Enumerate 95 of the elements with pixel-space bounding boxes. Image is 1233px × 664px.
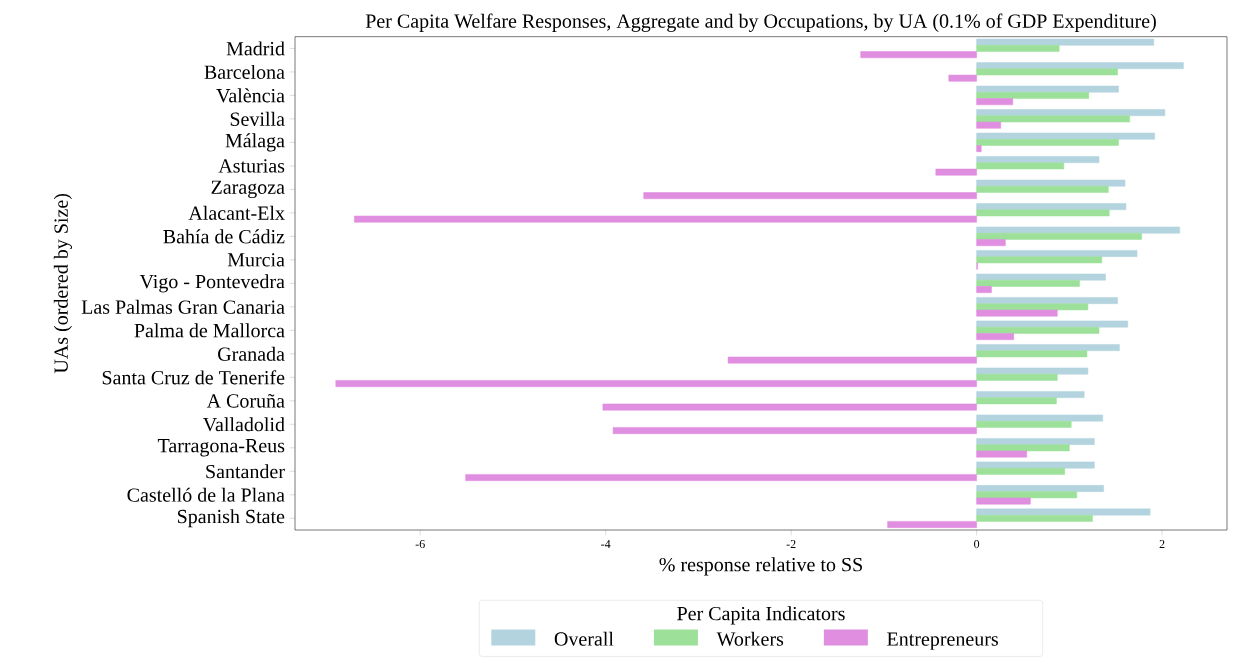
bar <box>976 444 1070 452</box>
y-tick-label: Santa Cruz de Tenerife <box>102 370 285 385</box>
bar <box>976 256 1103 264</box>
y-tick-label: Bahía de Cádiz <box>163 229 285 244</box>
bar <box>976 326 1100 334</box>
bar <box>465 474 977 481</box>
bar <box>727 356 977 364</box>
bar <box>887 521 977 528</box>
bar <box>976 485 1104 492</box>
bar <box>976 109 1166 117</box>
bar <box>976 226 1180 234</box>
bar <box>976 373 1058 381</box>
bar <box>976 391 1085 398</box>
bar <box>976 156 1100 164</box>
legend-label: Workers <box>716 631 784 646</box>
y-tick-label: Palma de Mallorca <box>134 323 285 338</box>
bar <box>976 303 1089 311</box>
y-tick-label: Asturias <box>218 159 285 173</box>
x-tick-label: -2 <box>786 540 796 548</box>
bar <box>976 98 1014 106</box>
bar <box>976 350 1088 358</box>
bar <box>976 467 1065 475</box>
bar <box>976 185 1109 193</box>
x-tick-label: 2 <box>1159 540 1165 548</box>
legend-title: Per Capita Indicators <box>677 606 845 625</box>
bar <box>976 115 1130 123</box>
bar <box>976 461 1095 469</box>
bar <box>976 309 1058 317</box>
bar <box>976 497 1031 505</box>
y-tick-label: Sevilla <box>230 111 285 126</box>
bar <box>976 138 1119 146</box>
bar <box>612 427 977 434</box>
y-tick-label: Murcia <box>227 253 285 267</box>
bar <box>976 250 1138 257</box>
bar <box>976 203 1127 210</box>
bar <box>976 297 1118 304</box>
bar <box>976 162 1065 170</box>
bar <box>976 38 1155 46</box>
bar <box>976 209 1110 217</box>
y-tick-label: Granada <box>218 346 285 361</box>
y-tick-label: Valladolid <box>202 417 285 432</box>
y-tick-label: Málaga <box>225 133 285 152</box>
bar <box>976 397 1057 405</box>
y-tick-label: Castelló de la Plana <box>127 487 285 502</box>
bar <box>976 232 1142 240</box>
bar <box>976 491 1078 499</box>
x-tick-label: -4 <box>601 540 611 548</box>
bar <box>976 121 1001 129</box>
bar <box>976 508 1151 516</box>
bar <box>860 51 977 59</box>
chart-title: Per Capita Welfare Responses, Aggregate and by Occupations, by UA (0.1% of GDP Expenditure) <box>365 13 1156 32</box>
bar <box>976 145 982 153</box>
bar <box>976 62 1184 70</box>
y-tick-label: A Coruña <box>206 393 285 408</box>
y-tick-label: Vigo - Pontevedra <box>139 274 285 293</box>
bar <box>976 92 1090 99</box>
y-tick-label: Tarragona-Reus <box>157 439 285 457</box>
bar <box>335 380 977 387</box>
x-tick-label: -6 <box>415 540 425 549</box>
bar <box>976 286 992 294</box>
bar <box>602 403 977 411</box>
bar <box>976 45 1060 52</box>
legend-label: Entrepreneurs <box>887 632 998 650</box>
legend-label: Overall <box>554 631 614 646</box>
bar <box>976 239 1006 247</box>
y-tick-label: València <box>216 88 285 103</box>
y-tick-label: Spanish State <box>177 509 285 528</box>
bar <box>948 74 977 82</box>
bar <box>976 514 1093 522</box>
bar <box>976 414 1103 422</box>
bar <box>354 215 977 223</box>
bar <box>976 450 1027 458</box>
y-tick-label: Madrid <box>226 41 285 56</box>
y-tick-label: Las Palmas Gran Canaria <box>81 299 285 314</box>
bar <box>976 420 1072 428</box>
y-axis-title: UAs (ordered by Size) <box>53 193 72 374</box>
x-axis-title: % response relative to SS <box>659 557 862 576</box>
bar <box>976 85 1119 93</box>
y-tick-label: Alacant-Elx <box>188 205 285 220</box>
bar <box>976 438 1095 445</box>
bar <box>976 273 1106 281</box>
bar <box>935 168 977 176</box>
bar <box>976 333 1014 340</box>
bar <box>976 132 1155 140</box>
bar <box>976 279 1080 287</box>
bar <box>643 192 977 200</box>
bar <box>976 320 1129 328</box>
y-tick-label: Barcelona <box>204 64 285 79</box>
bar <box>976 344 1120 351</box>
y-tick-label: Zaragoza <box>211 180 285 199</box>
bar <box>976 179 1126 187</box>
bar <box>976 68 1118 76</box>
x-tick-label: 0 <box>974 540 980 549</box>
y-tick-label: Santander <box>206 464 285 479</box>
bar <box>976 367 1089 375</box>
